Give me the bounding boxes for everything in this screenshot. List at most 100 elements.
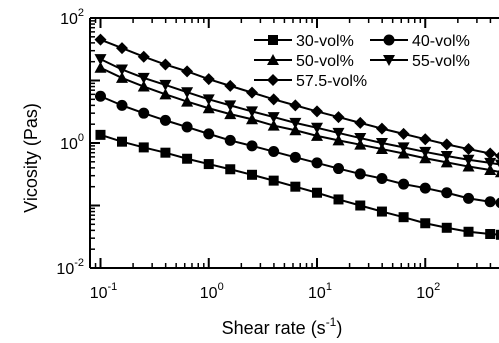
data-point: [225, 164, 236, 175]
y-tick-label-base: 10: [60, 11, 78, 28]
y-tick-label-exp: 2: [78, 7, 84, 19]
data-point: [267, 112, 280, 124]
series-57.5-vol%: [94, 33, 499, 161]
data-point: [137, 80, 150, 92]
data-point: [159, 114, 171, 126]
data-point: [181, 87, 194, 99]
legend-label: 50-vol%: [296, 53, 354, 70]
x-tick-label-exp: 1: [326, 281, 332, 293]
data-point: [484, 157, 497, 169]
x-tick-label-base: 10: [90, 285, 108, 302]
legend-entry: 50-vol%: [254, 53, 354, 70]
y-tick-label-exp: -2: [74, 257, 84, 269]
data-point: [181, 65, 194, 78]
x-tick-label: 101: [308, 281, 332, 302]
x-axis-title-sup: -1: [326, 315, 337, 329]
data-point: [494, 159, 499, 168]
legend-label: 57.5-vol%: [296, 73, 367, 90]
y-tick-label-base: 10: [60, 136, 78, 153]
data-point: [463, 192, 475, 204]
data-point: [495, 229, 499, 240]
data-point: [376, 206, 387, 217]
data-point: [462, 154, 475, 166]
data-point: [310, 105, 323, 118]
legend-marker: [268, 35, 278, 45]
data-point: [224, 108, 237, 120]
data-point: [398, 178, 410, 190]
series-layer: [94, 33, 499, 240]
data-point: [332, 134, 345, 146]
data-point: [311, 157, 323, 169]
data-point: [484, 196, 496, 208]
data-point: [495, 197, 499, 209]
data-point: [246, 86, 259, 99]
legend-entry: 40-vol%: [370, 33, 470, 50]
data-point: [94, 61, 107, 73]
data-point: [398, 212, 409, 223]
data-point: [94, 33, 107, 46]
legend-marker: [267, 54, 279, 65]
data-point: [333, 194, 344, 205]
legend: 30-vol% 40-vol% 50-vol% 55-vol% 57.5-vol%: [254, 33, 470, 90]
x-tick-label-exp: -1: [107, 281, 117, 293]
data-point: [268, 175, 279, 186]
legend-label: 40-vol%: [412, 33, 470, 50]
data-point: [332, 127, 345, 139]
data-point: [289, 99, 302, 112]
data-point: [159, 58, 172, 71]
data-point: [224, 100, 237, 112]
x-tick-label: 10-1: [90, 281, 118, 302]
data-point: [440, 138, 453, 151]
data-point: [224, 79, 237, 92]
data-point: [137, 72, 150, 84]
data-point: [420, 218, 431, 229]
data-point: [159, 79, 172, 91]
data-point: [247, 169, 258, 180]
data-point: [355, 200, 366, 211]
y-tick-label: 102: [60, 7, 84, 28]
y-axis-title: Vicosity (Pas): [21, 103, 41, 213]
legend-label: 30-vol%: [296, 33, 354, 50]
data-point: [462, 143, 475, 156]
data-point: [138, 142, 149, 153]
data-point: [333, 163, 345, 175]
y-tick-label-exp: 0: [78, 132, 84, 144]
x-axis-title: Shear rate (s-1): [222, 315, 343, 338]
data-point: [116, 99, 128, 111]
data-point: [397, 142, 410, 154]
data-point: [397, 127, 410, 140]
data-point: [354, 116, 367, 129]
legend-label: 55-vol%: [412, 53, 470, 70]
data-point: [181, 121, 193, 133]
data-point: [375, 138, 388, 149]
x-tick-label-base: 10: [200, 285, 218, 302]
data-point: [462, 160, 475, 172]
data-point: [289, 124, 302, 136]
y-tick-label: 10-2: [56, 257, 84, 278]
data-point: [441, 187, 453, 199]
series-30-vol%: [95, 129, 499, 240]
data-point: [354, 133, 367, 145]
data-point: [485, 228, 496, 239]
data-point: [484, 163, 497, 175]
data-point: [494, 169, 499, 178]
legend-marker: [383, 34, 395, 46]
data-point: [310, 129, 323, 141]
data-point: [419, 133, 432, 146]
data-point: [289, 151, 301, 163]
data-point: [268, 146, 280, 158]
y-tick-label: 100: [60, 132, 84, 153]
data-point: [224, 134, 236, 146]
x-tick-label-base: 10: [416, 285, 434, 302]
data-point: [159, 88, 172, 100]
data-point: [484, 147, 497, 160]
x-axis-title-main: Shear rate (s: [222, 318, 326, 338]
x-tick-label-exp: 2: [434, 281, 440, 293]
series-40-vol%: [94, 90, 499, 209]
x-tick-label-exp: 0: [218, 281, 224, 293]
data-point: [203, 128, 215, 140]
data-point: [267, 93, 280, 106]
data-point: [246, 140, 258, 152]
data-point: [354, 168, 366, 180]
